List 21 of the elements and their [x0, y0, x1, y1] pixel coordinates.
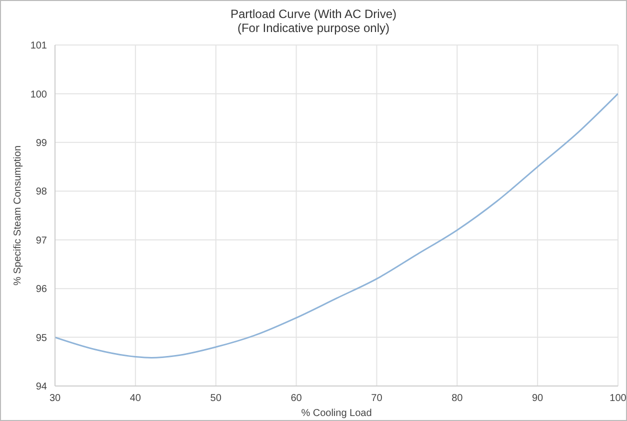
- y-tick-label: 101: [30, 40, 48, 52]
- x-tick-label: 50: [210, 393, 222, 404]
- x-tick-label: 60: [290, 393, 302, 404]
- y-tick-label: 95: [36, 332, 48, 344]
- x-tick-label: 90: [532, 393, 544, 404]
- y-tick-label: 94: [36, 382, 48, 393]
- y-tick-label: 98: [36, 186, 48, 198]
- x-tick-label: 40: [130, 393, 142, 404]
- x-tick-label: 70: [371, 393, 383, 404]
- line-series: [55, 92, 618, 358]
- x-axis-title: % Cooling Load: [301, 408, 372, 419]
- y-tick-label: 97: [36, 235, 48, 246]
- chart-subtitle: (For Indicative purpose only): [236, 21, 391, 35]
- y-tick-label: 96: [36, 284, 48, 296]
- x-tick-label: 80: [452, 393, 464, 404]
- y-axis-title: % Specific Steam Consumption: [12, 145, 24, 286]
- y-tick-label: 99: [36, 138, 48, 149]
- chart-title: Partload Curve (With AC Drive): [229, 7, 398, 21]
- y-tick-label: 100: [30, 89, 48, 100]
- x-tick-label: 30: [49, 393, 61, 404]
- x-tick-label: 100: [610, 393, 627, 404]
